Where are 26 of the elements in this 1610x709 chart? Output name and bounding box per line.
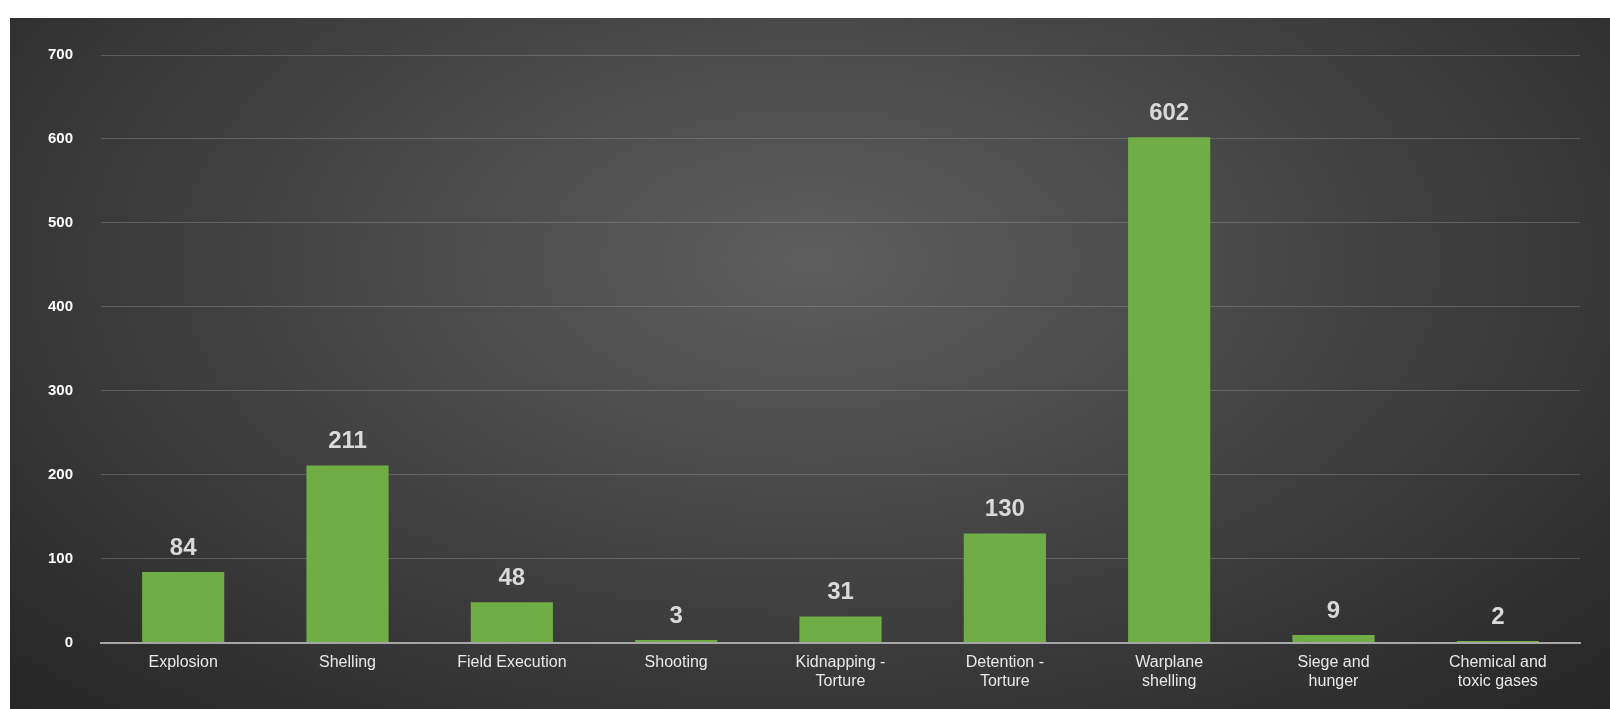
y-tick-label: 700 <box>48 45 74 63</box>
data-label: 84 <box>169 532 198 560</box>
x-tick-label: Shelling <box>319 652 376 670</box>
x-tick-label: Kidnapping - Torture <box>795 652 886 689</box>
y-tick-label: 400 <box>48 296 74 314</box>
x-tick-label: Warplane shelling <box>1135 652 1204 689</box>
x-tick-label: Shooting <box>644 652 708 670</box>
data-label: 2 <box>1491 601 1505 629</box>
data-label: 602 <box>1149 97 1190 125</box>
x-tick-label: Field Execution <box>457 652 567 670</box>
data-label: 211 <box>328 426 367 454</box>
data-label: 3 <box>669 600 683 628</box>
y-tick-label: 300 <box>48 380 74 398</box>
y-tick-label: 600 <box>48 129 74 147</box>
data-label: 9 <box>1326 595 1341 623</box>
data-label: 31 <box>827 577 854 605</box>
y-tick-label: 500 <box>48 213 74 231</box>
x-tick-label: Detention - Torture <box>965 652 1044 689</box>
x-tick-label: Explosion <box>148 652 218 670</box>
y-tick-label: 100 <box>48 548 74 566</box>
y-tick-label: 0 <box>64 632 74 650</box>
y-tick-label: 200 <box>48 464 74 482</box>
data-label: 130 <box>984 494 1025 522</box>
x-tick-label: Chemical and toxic gases <box>1448 652 1547 689</box>
x-tick-label: Siege and hunger <box>1297 652 1370 689</box>
data-label: 48 <box>498 562 526 590</box>
